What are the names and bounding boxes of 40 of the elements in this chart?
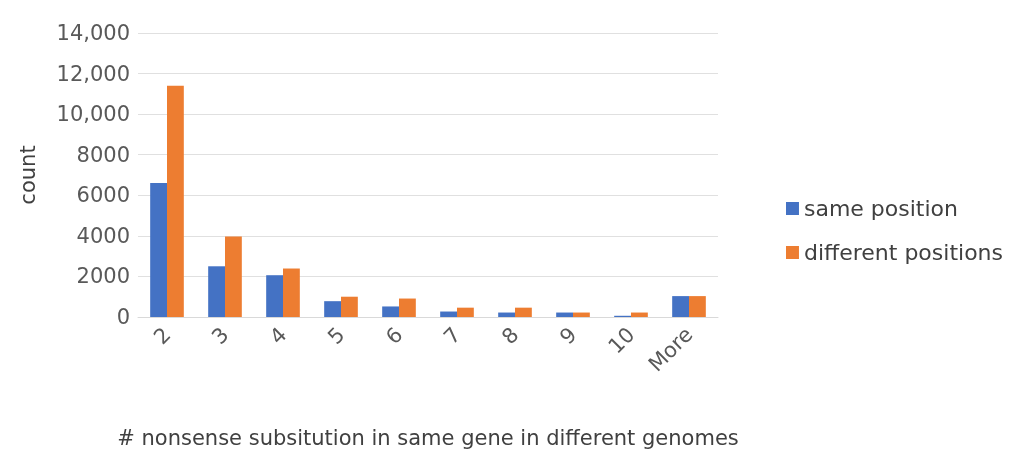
legend-label: different positions: [803, 240, 1003, 265]
y-tick-label: 6000: [76, 183, 130, 208]
y-tick-label: 4000: [76, 223, 130, 248]
y-tick-label: 12,000: [56, 61, 130, 86]
bar: [266, 275, 283, 317]
x-tick-label: 4: [265, 322, 292, 349]
x-tick-label: 3: [207, 322, 234, 349]
x-tick-label: 6: [381, 322, 408, 349]
bar: [167, 85, 184, 317]
bar: [498, 312, 515, 317]
bar: [689, 296, 706, 317]
x-tick-label: 8: [497, 322, 524, 349]
x-tick-label: 5: [323, 322, 350, 349]
x-tick-label: 2: [149, 322, 176, 349]
bar: [382, 306, 399, 317]
bar: [150, 183, 167, 317]
bar: [457, 307, 474, 317]
x-tick-label: 9: [555, 322, 582, 349]
x-axis-title: # nonsense subsitution in same gene in different genomes: [117, 425, 739, 450]
y-tick-label: 10,000: [56, 102, 130, 127]
bar: [208, 266, 225, 317]
bar: [631, 312, 648, 317]
bar: [515, 307, 532, 317]
bar: [672, 296, 689, 317]
bar: [225, 236, 242, 317]
bar: [556, 312, 573, 317]
x-tick-label: 10: [603, 322, 640, 359]
y-tick-label: 2000: [76, 264, 130, 289]
y-tick-label: 0: [116, 305, 130, 329]
bar: [399, 298, 416, 317]
bar: [440, 311, 457, 317]
bar: [573, 312, 590, 317]
bar: [283, 268, 300, 317]
y-axis-title: count: [15, 145, 40, 205]
x-tick-label: 7: [439, 322, 466, 349]
bar: [341, 296, 358, 317]
y-tick-label: 14,000: [56, 21, 130, 45]
legend-label: same position: [803, 196, 959, 221]
y-tick-label: 8000: [76, 142, 130, 167]
bar: [324, 301, 341, 317]
